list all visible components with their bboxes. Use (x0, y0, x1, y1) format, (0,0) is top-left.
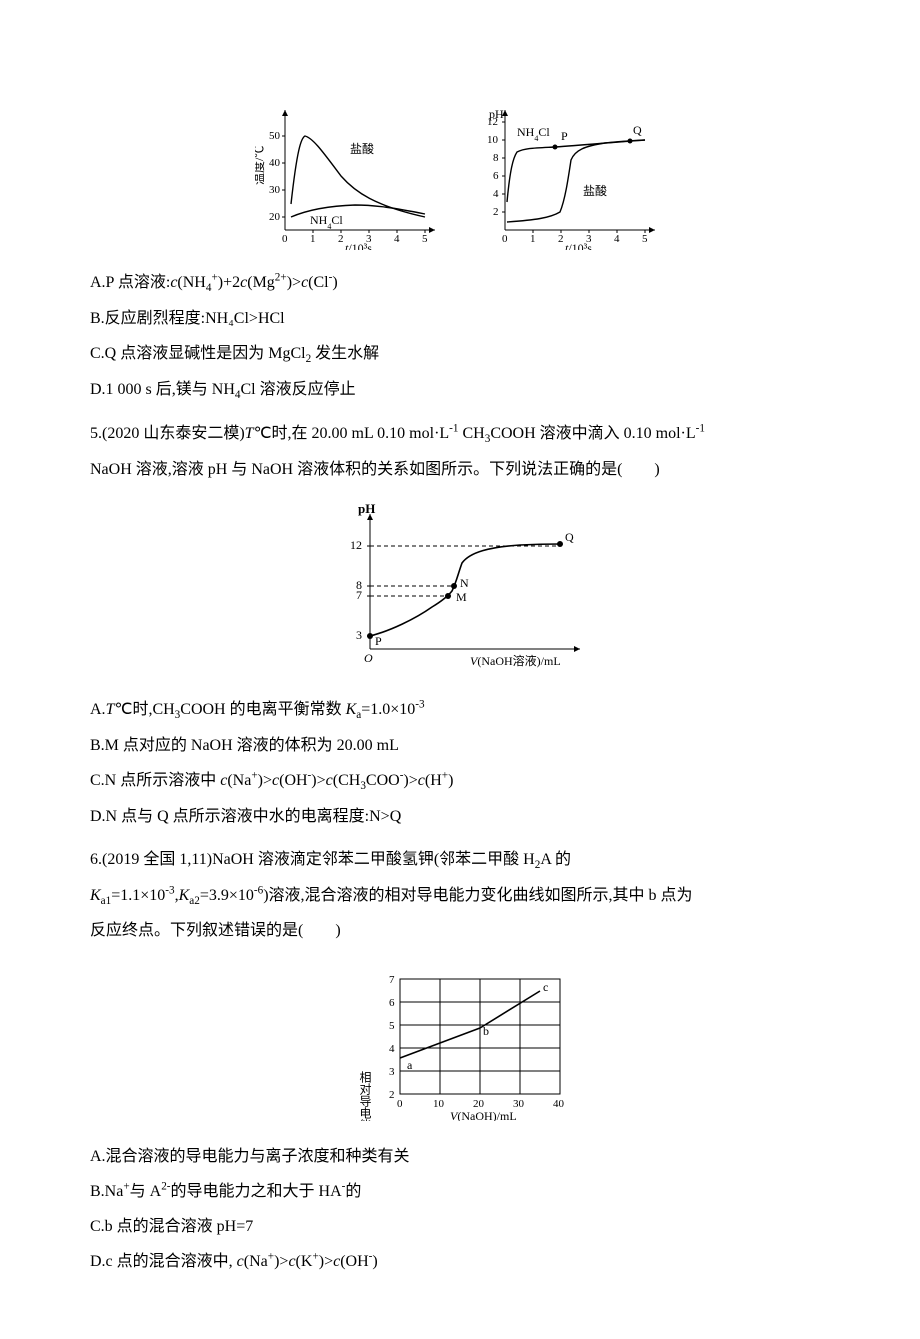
svg-text:M: M (456, 590, 467, 604)
svg-text:6: 6 (493, 170, 499, 182)
svg-text:2: 2 (493, 206, 499, 218)
svg-text:10: 10 (433, 1098, 445, 1110)
svg-text:20: 20 (269, 211, 281, 223)
svg-text:8: 8 (356, 578, 362, 592)
svg-text:c: c (543, 980, 548, 994)
svg-text:5: 5 (422, 233, 428, 245)
q4-opt-a: A.P 点溶液:c(NH4+)+2c(Mg2+)>c(Cl-) (90, 265, 830, 301)
svg-text:50: 50 (269, 130, 281, 142)
svg-text:0: 0 (502, 233, 508, 245)
svg-text:N: N (460, 576, 469, 590)
svg-text:pH: pH (489, 107, 504, 121)
svg-text:40: 40 (553, 1098, 565, 1110)
svg-text:Q: Q (565, 530, 574, 544)
q6-opt-b: B.Na+与 A2-的导电能力之和大于 HA-的 (90, 1174, 830, 1209)
svg-text:5: 5 (642, 233, 648, 245)
svg-text:O: O (364, 651, 373, 665)
svg-text:t/10³s: t/10³s (345, 241, 372, 250)
svg-text:4: 4 (389, 1043, 395, 1055)
q6-figure: 2 3 4 5 6 7 0 10 20 30 40 相对导电能力 V(NaOH)… (90, 961, 830, 1121)
q4-chart-temp: 20 30 40 50 0 1 2 3 4 5 温度/℃ t/10³s 盐酸 N… (255, 100, 445, 250)
svg-text:2: 2 (389, 1089, 395, 1101)
svg-text:3: 3 (356, 628, 362, 642)
svg-text:30: 30 (269, 184, 281, 196)
svg-text:4: 4 (493, 188, 499, 200)
svg-text:8: 8 (493, 152, 499, 164)
q6-opt-d: D.c 点的混合溶液中, c(Na+)>c(K+)>c(OH-) (90, 1244, 830, 1279)
svg-text:4: 4 (614, 233, 620, 245)
svg-text:1: 1 (530, 233, 536, 245)
svg-text:P: P (375, 634, 382, 648)
svg-text:3: 3 (389, 1066, 395, 1078)
svg-text:pH: pH (358, 501, 375, 516)
svg-text:温度/℃: 温度/℃ (255, 146, 266, 185)
q6-stem-2: Ka1=1.1×10-3,Ka2=3.9×10-6)溶液,混合溶液的相对导电能力… (90, 878, 830, 914)
svg-text:V(NaOH溶液)/mL: V(NaOH溶液)/mL (470, 653, 561, 668)
svg-text:1: 1 (310, 233, 316, 245)
q5-stem-1: 5.(2020 山东泰安二模)T℃时,在 20.00 mL 0.10 mol·L… (90, 416, 830, 452)
q5-opt-a: A.T℃时,CH3COOH 的电离平衡常数 Ka=1.0×10-3 (90, 692, 830, 728)
svg-text:4: 4 (394, 233, 400, 245)
svg-text:盐酸: 盐酸 (583, 183, 607, 198)
q6-opt-c: C.b 点的混合溶液 pH=7 (90, 1209, 830, 1244)
svg-text:NH4Cl: NH4Cl (310, 213, 343, 231)
svg-text:2: 2 (338, 233, 344, 245)
q5-opt-d: D.N 点与 Q 点所示溶液中水的电离程度:N>Q (90, 799, 830, 834)
svg-text:6: 6 (389, 997, 395, 1009)
svg-text:2: 2 (558, 233, 564, 245)
q4-figures: 20 30 40 50 0 1 2 3 4 5 温度/℃ t/10³s 盐酸 N… (90, 100, 830, 250)
q4-opt-c: C.Q 点溶液显碱性是因为 MgCl2 发生水解 (90, 336, 830, 372)
q5-opt-b: B.M 点对应的 NaOH 溶液的体积为 20.00 mL (90, 728, 830, 763)
svg-text:0: 0 (397, 1098, 403, 1110)
svg-text:b: b (483, 1024, 489, 1038)
q4-opt-d: D.1 000 s 后,镁与 NH4Cl 溶液反应停止 (90, 372, 830, 408)
svg-text:a: a (407, 1058, 413, 1072)
q5-opt-c: C.N 点所示溶液中 c(Na+)>c(OH-)>c(CH3COO-)>c(H+… (90, 763, 830, 799)
svg-text:0: 0 (282, 233, 288, 245)
q6-stem-3: 反应终点。下列叙述错误的是( ) (90, 913, 830, 948)
q4-chart-ph: 2 4 6 8 10 12 0 1 2 3 4 5 pH t/10³s NH4C… (475, 100, 665, 250)
q6-opt-a: A.混合溶液的导电能力与离子浓度和种类有关 (90, 1139, 830, 1174)
q6-chart: 2 3 4 5 6 7 0 10 20 30 40 相对导电能力 V(NaOH)… (345, 961, 575, 1121)
q5-stem-2: NaOH 溶液,溶液 pH 与 NaOH 溶液体积的关系如图所示。下列说法正确的… (90, 452, 830, 487)
svg-text:相对导电能力: 相对导电能力 (358, 1070, 372, 1120)
svg-text:t/10³s: t/10³s (565, 241, 592, 250)
q5-figure: pH O V(NaOH溶液)/mL 3 7 8 12 P M N Q (90, 499, 830, 674)
q4-opt-b: B.反应剧烈程度:NH₄Cl>HCl (90, 301, 830, 336)
svg-text:P: P (561, 129, 568, 143)
svg-text:盐酸: 盐酸 (350, 141, 374, 156)
q6-stem-1: 6.(2019 全国 1,11)NaOH 溶液滴定邻苯二甲酸氢钾(邻苯二甲酸 H… (90, 842, 830, 878)
svg-text:5: 5 (389, 1020, 395, 1032)
svg-text:40: 40 (269, 157, 281, 169)
svg-text:NH4Cl: NH4Cl (517, 125, 550, 143)
svg-text:10: 10 (487, 134, 499, 146)
svg-text:7: 7 (389, 974, 395, 986)
q5-chart: pH O V(NaOH溶液)/mL 3 7 8 12 P M N Q (320, 499, 600, 674)
svg-text:V(NaOH)/mL: V(NaOH)/mL (450, 1109, 517, 1121)
svg-text:12: 12 (350, 538, 362, 552)
svg-text:Q: Q (633, 123, 642, 137)
